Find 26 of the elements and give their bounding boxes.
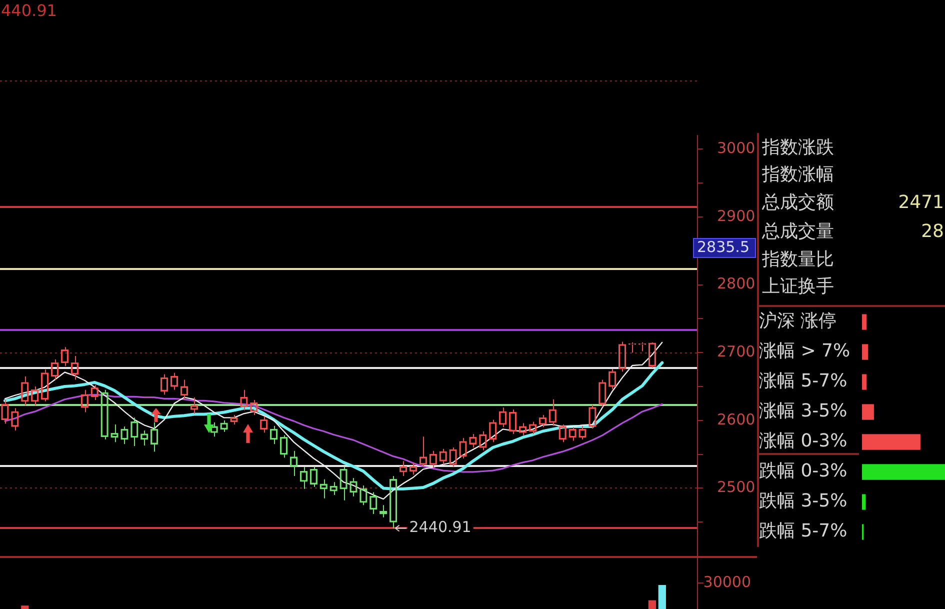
text: 总成交量 xyxy=(762,221,834,243)
y-tick-label: 跌幅 3-5% xyxy=(759,490,848,512)
annotation: 2440.91 xyxy=(409,518,472,536)
y-tick-label: 2600 xyxy=(717,410,756,428)
y-tick-label: 涨幅 5-7% xyxy=(759,370,848,392)
text: 指数涨幅 xyxy=(762,164,834,186)
y-tick-label: 2500 xyxy=(717,478,756,496)
annotation: 440.91 xyxy=(1,1,57,20)
y-tick-label: 涨幅 > 7% xyxy=(759,340,850,362)
y-tick-label: 3000 xyxy=(717,139,756,158)
text: 指数量比 xyxy=(762,249,834,271)
text: 上证换手 xyxy=(762,276,834,298)
y-tick-label: 2900 xyxy=(717,206,756,225)
text: 指数涨跌 xyxy=(762,137,834,159)
y-tick-label: 跌幅 0-3% xyxy=(759,460,848,482)
y-tick-label: 跌幅 5-7% xyxy=(759,520,848,542)
text: 总成交额 xyxy=(762,192,834,214)
y-tick-label: 2700 xyxy=(717,342,756,360)
text: 28 xyxy=(921,221,944,243)
y-tick-label: 沪深 涨停 xyxy=(759,310,837,332)
annotation: 2835.5 xyxy=(697,238,750,256)
text: 30000 xyxy=(703,572,751,591)
y-tick-label: 涨幅 3-5% xyxy=(759,400,848,422)
y-tick-label: 2800 xyxy=(717,274,756,293)
y-tick-label: 涨幅 0-3% xyxy=(759,430,848,452)
text: 2471 xyxy=(898,192,944,214)
